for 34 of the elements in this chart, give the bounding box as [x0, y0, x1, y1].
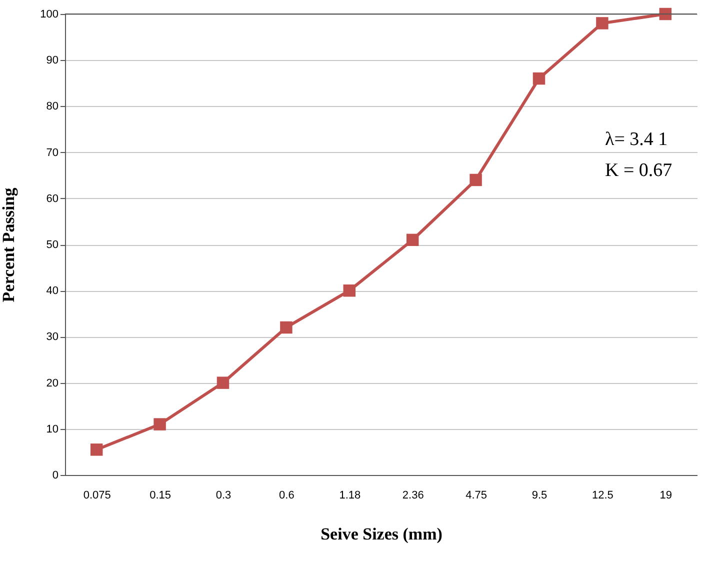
x-axis-title: Seive Sizes (mm): [320, 524, 442, 544]
annotation: λ= 3.4 1: [605, 129, 668, 150]
x-tick-label: 0.3: [216, 490, 232, 502]
y-tick-label: 50: [46, 239, 58, 251]
x-tick-label: 0.6: [279, 490, 294, 502]
y-tick-label: 20: [46, 377, 58, 390]
x-tick-label: 4.75: [466, 490, 488, 502]
x-tick-label: 9.5: [532, 490, 548, 502]
x-tick-label: 0.15: [150, 490, 172, 502]
y-tick-label: 100: [40, 8, 58, 20]
x-tick-label: 12.5: [592, 490, 614, 502]
point: [90, 444, 103, 456]
point: [596, 17, 608, 30]
point: [154, 418, 166, 430]
y-tick-label: 80: [46, 100, 58, 113]
point: [280, 321, 292, 334]
point: [532, 72, 546, 85]
x-tick-label: 2.36: [402, 490, 424, 502]
point: [216, 376, 230, 389]
y-tick-label: 60: [46, 192, 58, 205]
y-tick-label: 0: [52, 470, 58, 482]
y-tick-label: 40: [46, 285, 58, 298]
x-tick-label: 19: [660, 490, 672, 502]
y-tick-label: 70: [46, 146, 58, 159]
x-tick-label: 1.18: [339, 490, 361, 502]
y-tick-label: 10: [46, 423, 58, 436]
annotation: K = 0.67: [605, 160, 672, 181]
point: [343, 284, 356, 297]
point: [470, 174, 482, 186]
x-tick-label: 0.075: [83, 490, 111, 502]
point: [406, 234, 419, 246]
y-axis-title: Percent Passing: [0, 187, 18, 302]
y-tick-label: 30: [46, 331, 58, 344]
y-tick-label: 90: [46, 54, 58, 67]
